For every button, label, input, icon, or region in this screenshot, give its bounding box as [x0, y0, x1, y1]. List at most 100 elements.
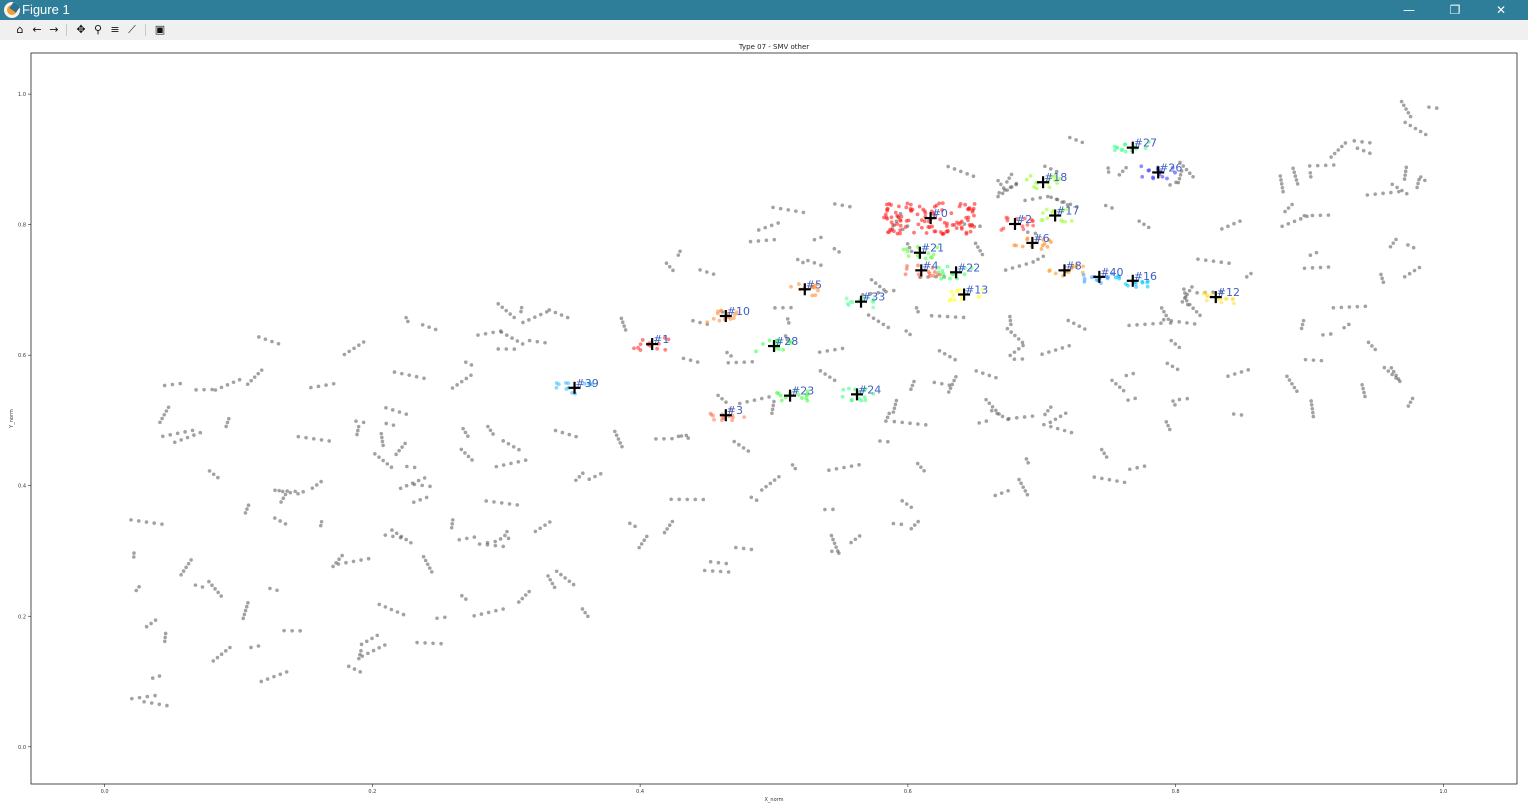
background-point [962, 222, 967, 226]
background-point [501, 463, 506, 467]
background-point [1069, 430, 1074, 435]
background-point [772, 399, 776, 404]
cluster-point [1173, 170, 1177, 175]
cluster-point [937, 201, 942, 206]
y-tick-label: 0.8 [18, 223, 26, 229]
background-point [520, 342, 525, 346]
background-point [1347, 322, 1351, 327]
background-point [914, 306, 919, 310]
background-point [1402, 103, 1406, 108]
background-point [410, 481, 415, 485]
zoom-button[interactable]: ⚲ [90, 21, 106, 39]
background-point [281, 496, 286, 501]
edit-axis-button[interactable]: ⟋ [124, 21, 140, 39]
background-point [1008, 318, 1013, 323]
background-point [1226, 374, 1230, 378]
background-point [878, 439, 882, 443]
background-point [404, 412, 409, 416]
home-button[interactable]: ⌂ [12, 21, 28, 39]
pan-button[interactable]: ✥ [73, 21, 89, 39]
background-point [134, 588, 139, 593]
background-point [465, 536, 469, 541]
background-point [1360, 140, 1364, 144]
title-bar[interactable]: Figure 1 — ❐ ✕ [0, 0, 1528, 20]
background-point [912, 523, 917, 527]
cluster-point [708, 411, 713, 416]
background-point [268, 586, 272, 591]
cluster-point [1012, 243, 1017, 248]
pan-icon: ✥ [76, 23, 86, 36]
cluster-label: #40 [1100, 266, 1123, 279]
close-button[interactable]: ✕ [1495, 3, 1507, 17]
background-point [1185, 321, 1189, 325]
background-point [952, 378, 956, 383]
background-point [1386, 369, 1391, 373]
background-point [620, 320, 625, 325]
cluster-point [554, 385, 559, 390]
background-point [1398, 379, 1402, 384]
background-point [916, 309, 920, 314]
cluster-point [777, 339, 782, 344]
cluster-point [931, 273, 936, 278]
cluster-point [1047, 185, 1052, 190]
background-point [543, 340, 547, 345]
background-point [583, 610, 587, 615]
forward-button[interactable]: → [46, 21, 62, 39]
background-point [909, 526, 914, 531]
background-point [1179, 169, 1184, 173]
background-point [1366, 340, 1371, 345]
background-point [488, 428, 493, 433]
background-point [290, 628, 294, 633]
background-point [667, 264, 672, 269]
cluster-point [787, 340, 792, 344]
background-point [1406, 111, 1411, 115]
background-point [1005, 180, 1009, 184]
background-point [741, 546, 746, 551]
background-point [563, 576, 567, 580]
background-point [430, 570, 434, 574]
cluster-point [905, 264, 909, 268]
background-point [435, 616, 439, 621]
background-point [1395, 185, 1399, 190]
background-point [1408, 123, 1413, 128]
background-point [1427, 105, 1431, 109]
back-button[interactable]: ← [29, 21, 45, 39]
background-point [1394, 237, 1398, 242]
background-point [980, 371, 985, 375]
figure-canvas[interactable]: Type 07 - SMV other 0.0 0.2 0.4 0.6 0.8 1.0 0.0… [0, 40, 1528, 804]
background-point [1404, 107, 1408, 111]
background-point [1396, 189, 1401, 194]
background-point [243, 511, 248, 515]
cluster-point [809, 285, 814, 290]
background-point [162, 383, 167, 388]
configure-subplots-button[interactable]: ≡ [107, 21, 123, 39]
background-point [381, 458, 385, 463]
background-point [1192, 322, 1197, 326]
background-point [331, 381, 336, 386]
minimize-button[interactable]: — [1403, 3, 1415, 17]
background-point [384, 421, 389, 426]
background-point [1323, 163, 1328, 168]
x-tick-label: 0.2 [368, 789, 376, 795]
cluster-point [959, 297, 964, 302]
cluster-point [816, 288, 820, 293]
background-point [443, 615, 447, 620]
cluster-point [889, 228, 894, 233]
background-point [463, 360, 468, 364]
background-point [381, 443, 385, 448]
background-point [1191, 306, 1195, 310]
background-point [1049, 195, 1053, 200]
cluster-point [800, 396, 804, 400]
background-point [749, 547, 754, 552]
cluster-point [966, 215, 971, 220]
maximize-button[interactable]: ❐ [1449, 3, 1461, 17]
background-point [959, 169, 963, 174]
background-point [137, 695, 142, 700]
cluster-point [959, 219, 964, 224]
background-point [477, 542, 482, 546]
background-point [1016, 337, 1021, 341]
background-point [825, 349, 830, 353]
save-button[interactable]: ▣ [152, 21, 168, 39]
background-point [1227, 261, 1231, 265]
background-point [1412, 268, 1417, 273]
